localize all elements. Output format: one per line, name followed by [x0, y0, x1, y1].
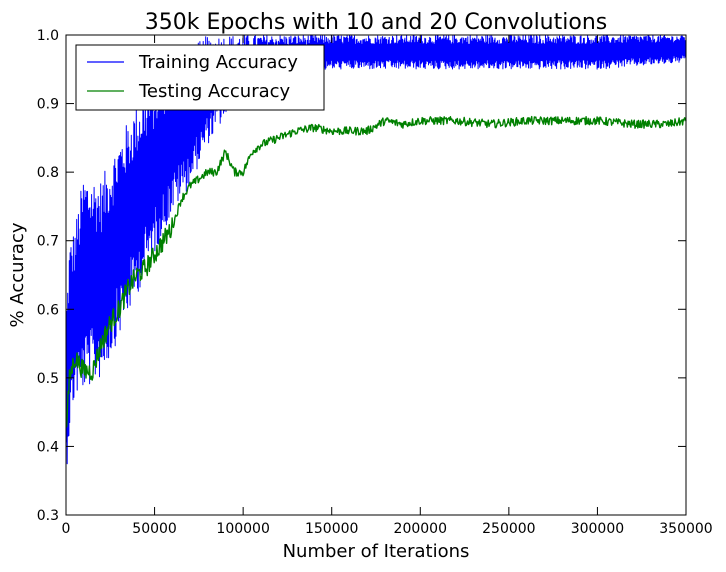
x-tick-label: 350000 [659, 521, 712, 537]
x-tick-label: 0 [62, 521, 71, 537]
x-tick-label: 100000 [216, 521, 269, 537]
chart-title: 350k Epochs with 10 and 20 Convolutions [145, 10, 607, 35]
x-tick-label: 300000 [571, 521, 624, 537]
y-tick-label: 0.7 [37, 234, 59, 250]
x-axis-label: Number of Iterations [283, 541, 470, 562]
legend-label-testing: Testing Accuracy [138, 81, 291, 102]
y-tick-label: 1.0 [37, 28, 59, 44]
y-axis-label: % Accuracy [7, 222, 28, 327]
y-tick-label: 0.6 [37, 302, 59, 318]
plot-frame [65, 34, 687, 516]
legend: Training Accuracy Testing Accuracy [75, 44, 325, 111]
series-line-testing-accuracy [65, 115, 687, 428]
legend-label-training: Training Accuracy [138, 52, 298, 73]
y-tick-label: 0.4 [37, 439, 59, 455]
x-tick-label: 150000 [305, 521, 358, 537]
x-tick-label: 250000 [482, 521, 535, 537]
y-tick-label: 0.5 [37, 371, 59, 387]
y-tick-label: 0.9 [37, 97, 59, 113]
x-tick-label: 50000 [132, 521, 177, 537]
legend-box [75, 44, 325, 111]
y-tick-label: 0.8 [37, 165, 59, 181]
y-tick-label: 0.3 [37, 508, 59, 524]
x-tick-label: 200000 [394, 521, 447, 537]
ticks-layer: 0 50000 100000 150000 200000 250000 300000 3500… [37, 28, 713, 537]
